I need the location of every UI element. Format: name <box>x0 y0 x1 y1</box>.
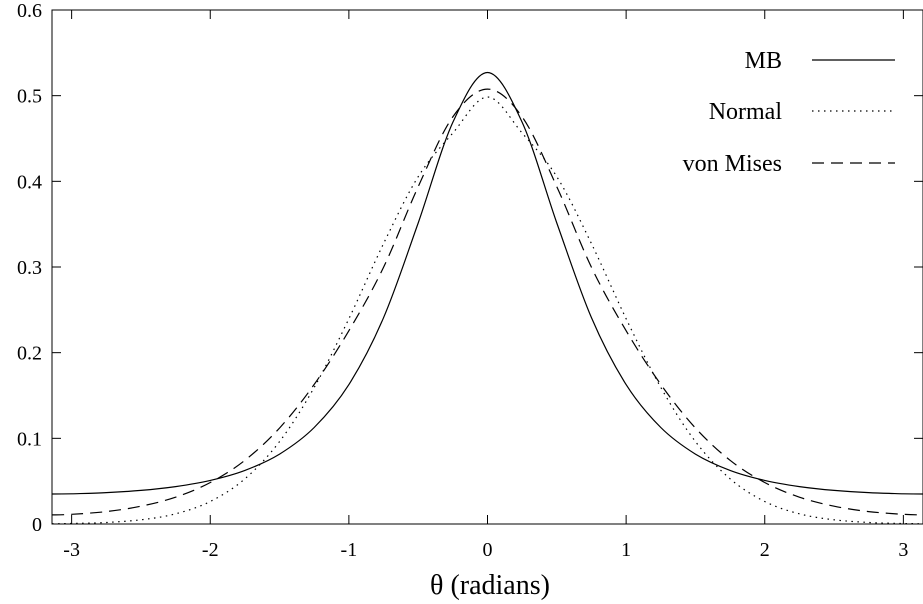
legend-label: von Mises <box>683 151 782 177</box>
legend-label: MB <box>745 48 782 74</box>
y-tick-label: 0.2 <box>17 343 42 365</box>
y-tick-label: 0.5 <box>17 86 42 108</box>
x-tick-label: 3 <box>898 539 908 561</box>
series-line-von-mises <box>52 88 923 516</box>
curves <box>52 71 923 525</box>
x-tick-label: 0 <box>483 539 493 561</box>
x-axis-label: θ (radians) <box>430 570 550 601</box>
legend: MB Normal von Mises <box>683 48 895 177</box>
legend-label: Normal <box>709 99 783 125</box>
x-tick-label: -3 <box>63 539 80 561</box>
y-tick-label: 0.4 <box>17 171 42 193</box>
x-tick-label: 1 <box>621 539 631 561</box>
plot-frame <box>51 9 923 525</box>
y-tick-label: 0.1 <box>17 428 42 450</box>
x-tick-label: -2 <box>202 539 219 561</box>
y-tick-label: 0 <box>32 514 42 536</box>
x-tick-label: 2 <box>760 539 770 561</box>
y-tick-label: 0.6 <box>17 0 42 22</box>
series-line-normal <box>52 96 923 525</box>
y-tick-label: 0.3 <box>17 257 42 279</box>
ticks: 0 0.1 0.2 0.3 0.4 0.5 0.6 -3 -2 -1 0 1 2 3 <box>17 0 923 561</box>
x-tick-label: -1 <box>341 539 358 561</box>
series-line-mb <box>52 71 923 495</box>
